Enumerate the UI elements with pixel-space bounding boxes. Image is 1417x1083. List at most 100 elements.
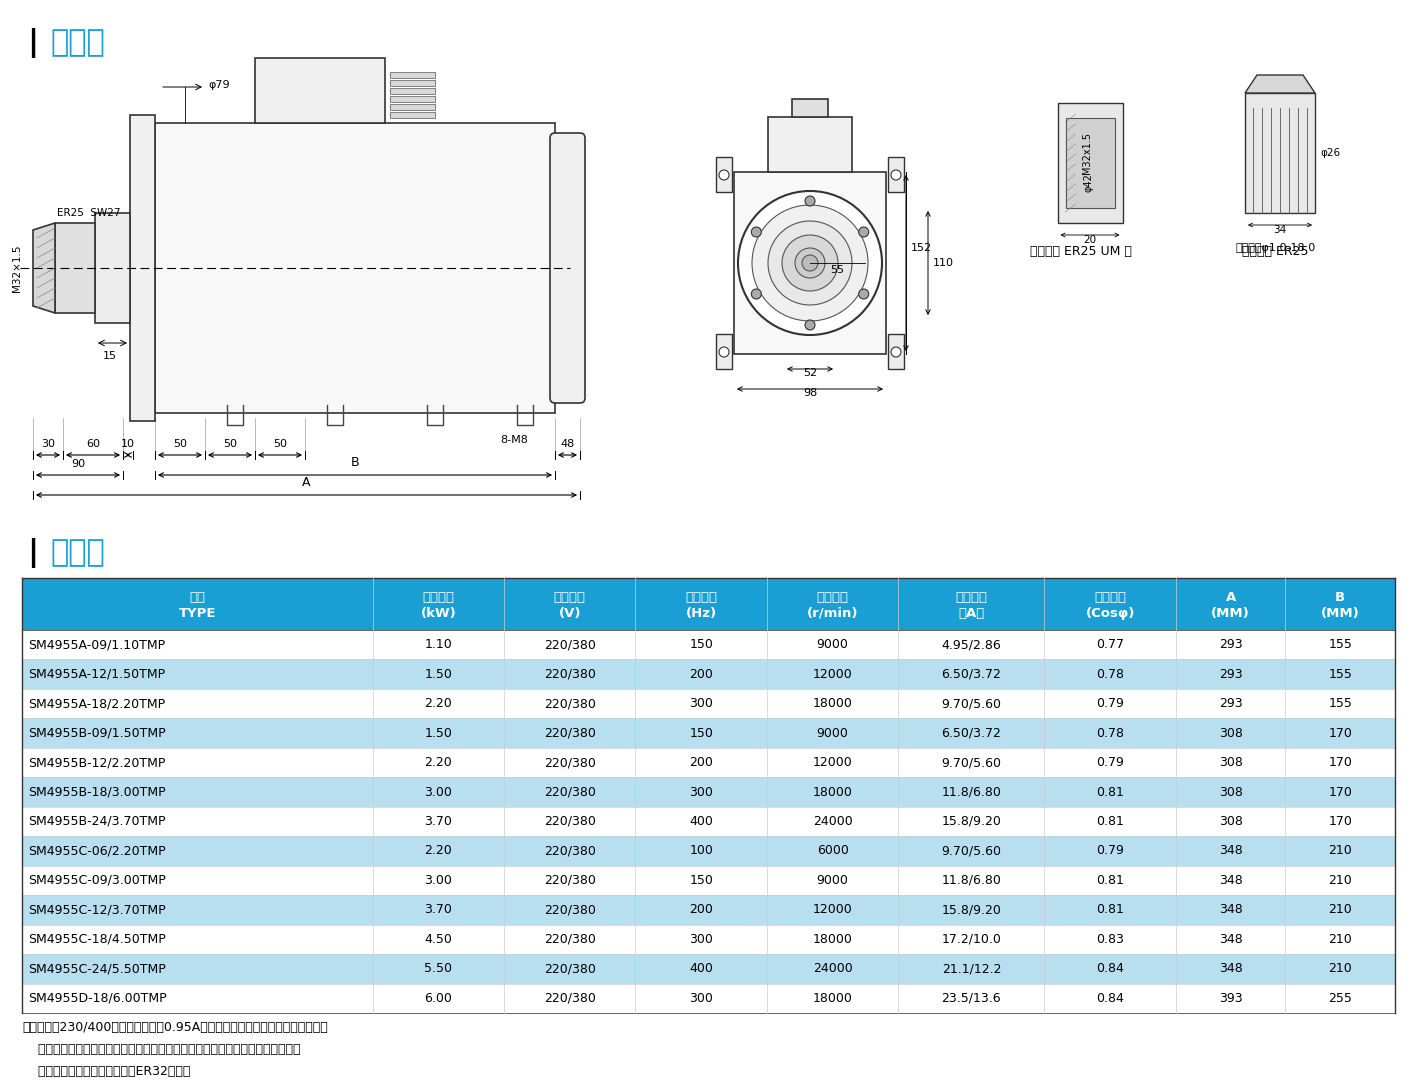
Text: 3.70: 3.70 <box>424 815 452 828</box>
Circle shape <box>768 221 852 305</box>
Text: 3.00: 3.00 <box>424 785 452 798</box>
Text: |: | <box>28 538 50 567</box>
Text: 30: 30 <box>41 439 55 449</box>
Text: (r/min): (r/min) <box>806 606 859 619</box>
Text: 24000: 24000 <box>813 815 853 828</box>
Bar <box>1066 118 1115 208</box>
Text: |: | <box>28 28 50 58</box>
Text: 9.70/5.60: 9.70/5.60 <box>941 845 1002 858</box>
Bar <box>390 112 435 118</box>
FancyBboxPatch shape <box>550 133 585 403</box>
Text: 1.50: 1.50 <box>424 668 452 681</box>
Text: 150: 150 <box>689 874 713 887</box>
Circle shape <box>752 205 869 321</box>
Text: 11.8/6.80: 11.8/6.80 <box>941 785 1002 798</box>
Text: 夹持范围φ1.0-18.0: 夹持范围φ1.0-18.0 <box>1236 243 1315 253</box>
Bar <box>23 689 1394 718</box>
Bar <box>55 223 95 313</box>
Text: φ42: φ42 <box>1083 173 1093 193</box>
Text: 5.50: 5.50 <box>424 963 452 976</box>
Text: 393: 393 <box>1219 992 1243 1005</box>
Text: 10: 10 <box>120 439 135 449</box>
Bar <box>390 88 435 94</box>
Text: 0.78: 0.78 <box>1097 668 1124 681</box>
Bar <box>23 807 1394 836</box>
Bar <box>23 578 1394 630</box>
Text: 9.70/5.60: 9.70/5.60 <box>941 756 1002 769</box>
Text: SM4955B-09/1.50TMP: SM4955B-09/1.50TMP <box>28 727 166 740</box>
Bar <box>154 123 555 413</box>
Text: 尺寸图: 尺寸图 <box>50 28 105 57</box>
Text: 100: 100 <box>689 845 713 858</box>
Text: 200: 200 <box>689 668 713 681</box>
Text: 1.10: 1.10 <box>425 638 452 651</box>
Text: B: B <box>1335 591 1345 604</box>
Circle shape <box>805 319 815 330</box>
Text: 6000: 6000 <box>816 845 849 858</box>
Text: 额定功率: 额定功率 <box>422 591 455 604</box>
Bar <box>23 925 1394 954</box>
Text: 2.20: 2.20 <box>425 756 452 769</box>
Bar <box>716 157 733 192</box>
Text: 3.00: 3.00 <box>424 874 452 887</box>
Circle shape <box>891 347 901 357</box>
Text: φ79: φ79 <box>208 80 230 90</box>
Text: 0.81: 0.81 <box>1097 815 1124 828</box>
Text: 12000: 12000 <box>813 903 853 916</box>
Text: 一般情况下，接线盒固定在正面位置，如有特殊要求，也可定制固定于两侧面。: 一般情况下，接线盒固定在正面位置，如有特殊要求，也可定制固定于两侧面。 <box>23 1043 300 1056</box>
Text: 弹性筒夹 ER25: 弹性筒夹 ER25 <box>1241 245 1308 258</box>
Text: 155: 155 <box>1328 638 1352 651</box>
Text: 293: 293 <box>1219 697 1243 710</box>
Polygon shape <box>1246 75 1315 93</box>
Text: 220/380: 220/380 <box>544 992 595 1005</box>
Text: 17.2/10.0: 17.2/10.0 <box>941 932 1002 945</box>
Text: 0.83: 0.83 <box>1097 932 1124 945</box>
Text: 0.81: 0.81 <box>1097 874 1124 887</box>
Text: 15: 15 <box>103 351 118 361</box>
Text: 300: 300 <box>689 785 713 798</box>
Text: 6.50/3.72: 6.50/3.72 <box>941 668 1002 681</box>
Circle shape <box>859 289 869 299</box>
Circle shape <box>751 227 761 237</box>
Bar <box>23 748 1394 778</box>
Text: 170: 170 <box>1328 727 1352 740</box>
Text: TYPE: TYPE <box>179 606 215 619</box>
Text: 150: 150 <box>689 638 713 651</box>
Text: 0.81: 0.81 <box>1097 785 1124 798</box>
Text: （A）: （A） <box>958 606 985 619</box>
Text: 0.79: 0.79 <box>1097 845 1124 858</box>
Text: 400: 400 <box>689 815 713 828</box>
Text: SM4955A-12/1.50TMP: SM4955A-12/1.50TMP <box>28 668 166 681</box>
Text: 2.20: 2.20 <box>425 697 452 710</box>
Text: 220/380: 220/380 <box>544 874 595 887</box>
Text: ER25  SW27: ER25 SW27 <box>57 208 120 218</box>
Text: 4.50: 4.50 <box>424 932 452 945</box>
Text: 348: 348 <box>1219 932 1243 945</box>
Text: 6.50/3.72: 6.50/3.72 <box>941 727 1002 740</box>
Bar <box>23 778 1394 807</box>
Text: 额定频率: 额定频率 <box>686 591 717 604</box>
Text: M32x1.5: M32x1.5 <box>1083 132 1093 174</box>
Text: (V): (V) <box>558 606 581 619</box>
Text: 200: 200 <box>689 756 713 769</box>
Text: (Hz): (Hz) <box>686 606 717 619</box>
Text: 型号: 型号 <box>190 591 205 604</box>
Text: 155: 155 <box>1328 668 1352 681</box>
Text: 300: 300 <box>689 992 713 1005</box>
Bar <box>888 334 904 369</box>
Text: 60: 60 <box>86 439 101 449</box>
Bar <box>95 213 130 323</box>
Bar <box>23 896 1394 925</box>
Text: SM4955A-18/2.20TMP: SM4955A-18/2.20TMP <box>28 697 166 710</box>
Text: 此款主轴可根据不同的需求（ER32）订做: 此款主轴可根据不同的需求（ER32）订做 <box>23 1065 190 1078</box>
Text: 8-M8: 8-M8 <box>500 435 529 445</box>
Text: 23.5/13.6: 23.5/13.6 <box>942 992 1002 1005</box>
Text: 300: 300 <box>689 697 713 710</box>
Text: 15.8/9.20: 15.8/9.20 <box>941 903 1002 916</box>
Text: 308: 308 <box>1219 727 1243 740</box>
Text: 170: 170 <box>1328 785 1352 798</box>
Polygon shape <box>33 223 55 313</box>
Circle shape <box>805 196 815 206</box>
Text: 220/380: 220/380 <box>544 815 595 828</box>
Text: 0.77: 0.77 <box>1097 638 1124 651</box>
